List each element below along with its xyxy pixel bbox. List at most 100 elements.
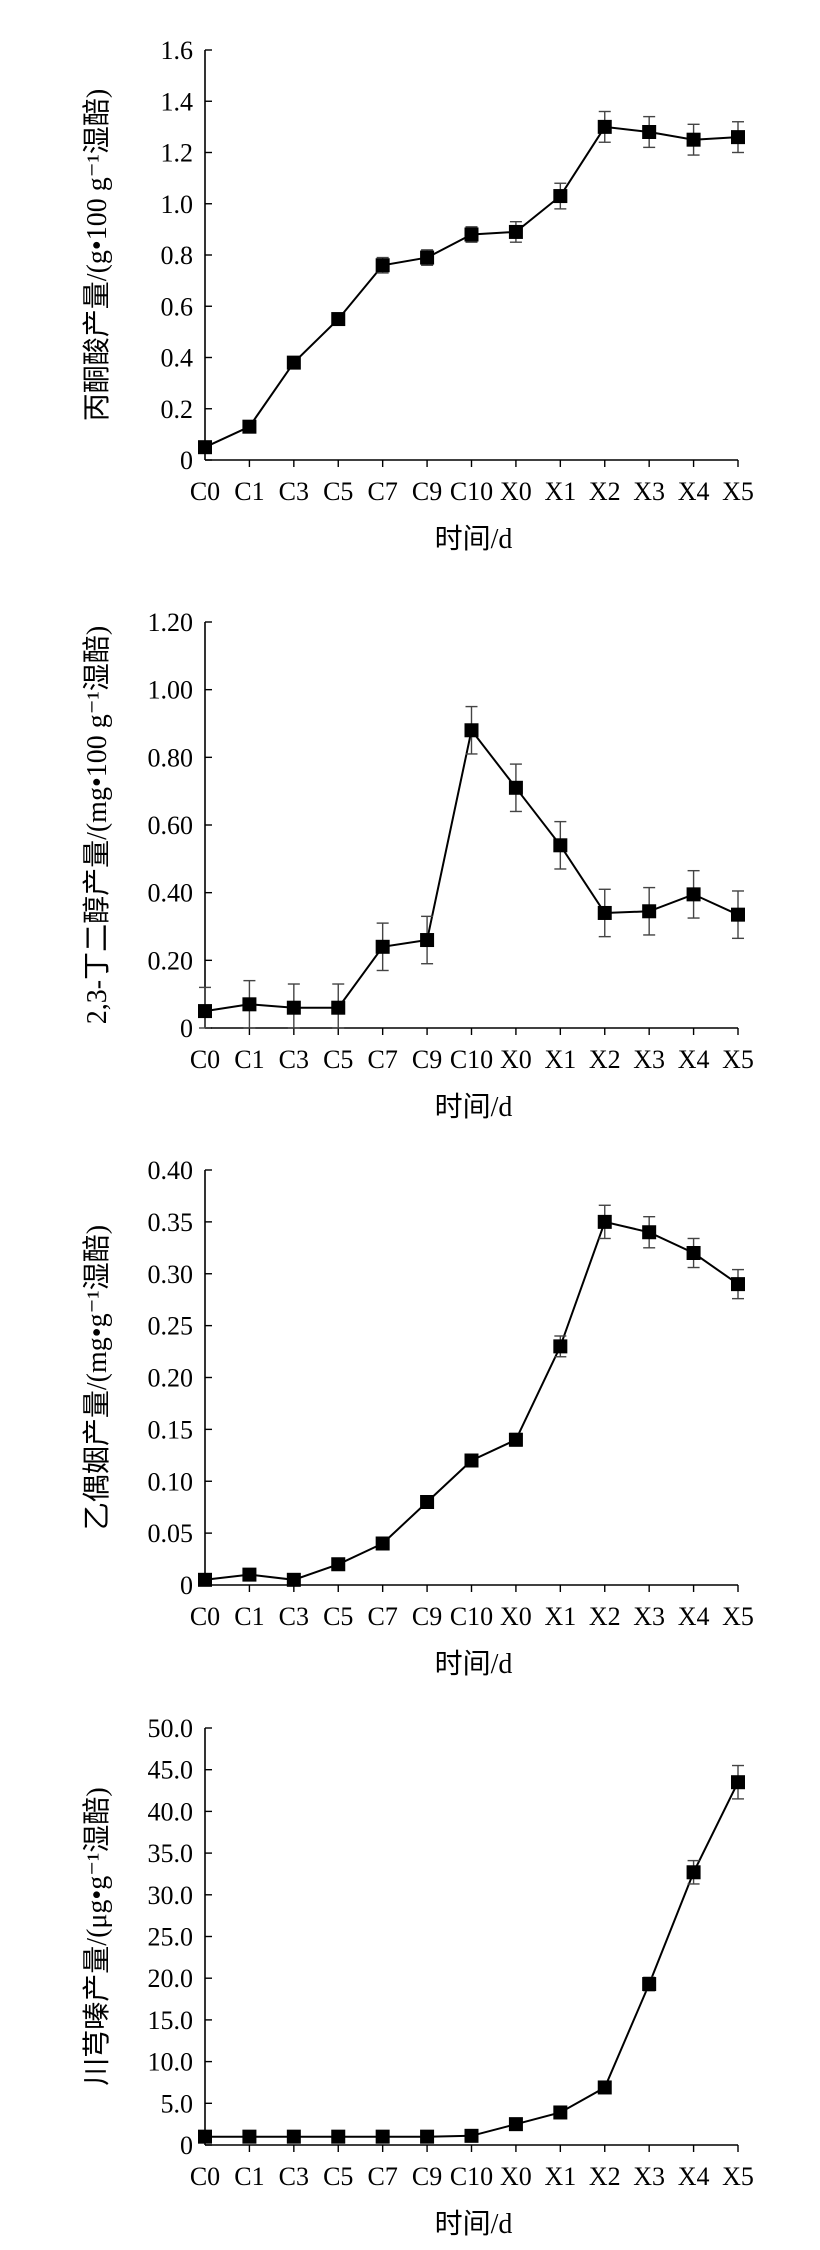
y-tick-label: 0 — [180, 1571, 193, 1600]
y-tick-label: 10.0 — [148, 2048, 194, 2077]
data-point — [508, 1432, 523, 1447]
y-tick-label: 20.0 — [148, 1964, 194, 1993]
series-line — [205, 1781, 739, 2138]
x-tick-label: X2 — [589, 2162, 621, 2191]
data-point — [597, 119, 612, 134]
data-point — [242, 419, 257, 434]
data-point — [464, 2128, 479, 2143]
x-tick-label: X1 — [544, 1045, 576, 1074]
data-point — [508, 780, 523, 795]
y-tick-label: 0.40 — [148, 879, 194, 908]
x-tick-label: C7 — [367, 1045, 397, 1074]
chart-panel-3: 0 0.05 0.10 0.15 0.20 0.25 0.30 0.35 0.40 C0 C1 C3 C… — [81, 1156, 754, 1680]
data-point — [686, 132, 701, 147]
data-point — [731, 130, 745, 145]
y-tick-label: 0.30 — [148, 1260, 194, 1289]
data-point — [642, 1225, 657, 1240]
y-tick-label: 0 — [180, 1014, 193, 1043]
x-tick-label: C0 — [190, 1602, 220, 1631]
x-tick-label: C3 — [279, 2162, 309, 2191]
chart-panel-4: 0 5.0 10.0 15.0 20.0 25.0 30.0 35.0 40.0 45.0 50.0… — [81, 1714, 754, 2240]
y-axis-title: 丙酮酸产量/(g•100 g⁻¹湿醅) — [81, 89, 113, 421]
x-tick-label: X4 — [678, 1602, 710, 1631]
x-tick-label: X3 — [633, 1045, 665, 1074]
data-point — [464, 227, 479, 242]
y-tick-label: 35.0 — [148, 1839, 194, 1868]
y-tick-label: 1.2 — [161, 139, 194, 168]
x-tick-label: C9 — [412, 1602, 442, 1631]
data-point — [375, 258, 390, 273]
chart-panel-1: 0 0.2 0.4 0.6 0.8 1.0 1.2 1.4 1.6 C0 C1 C3 C5 C7 C9 C10… — [81, 36, 754, 555]
x-axis-title: 时间/d — [435, 2208, 513, 2240]
chart-panel-2: 0 0.20 0.40 0.60 0.80 1.00 1.20 C0 C1 C3 C5 C7 C9 C10… — [81, 608, 754, 1123]
x-tick-label: C1 — [234, 1602, 264, 1631]
data-point — [198, 1572, 212, 1587]
y-tick-label: 15.0 — [148, 2006, 194, 2035]
data-point — [508, 224, 523, 239]
y-tick-label: 0.4 — [161, 344, 194, 373]
data-point — [375, 1536, 390, 1551]
x-tick-label: C0 — [190, 477, 220, 506]
x-tick-label: C10 — [450, 477, 493, 506]
x-tick-label: X2 — [589, 477, 621, 506]
y-tick-label: 0.35 — [148, 1208, 194, 1237]
data-point — [198, 1004, 212, 1019]
y-axis-title: 2,3-丁二醇产量/(mg•100 g⁻¹湿醅) — [81, 626, 113, 1025]
data-point — [286, 1000, 301, 1015]
data-point — [420, 250, 435, 265]
data-point — [553, 838, 568, 853]
y-tick-label: 1.00 — [148, 676, 194, 705]
x-tick-label: C5 — [323, 1045, 353, 1074]
x-tick-label: X0 — [500, 1045, 532, 1074]
data-point — [553, 189, 568, 204]
x-tick-label: C5 — [323, 477, 353, 506]
y-tick-label: 45.0 — [148, 1756, 194, 1785]
y-tick-label: 40.0 — [148, 1797, 194, 1826]
series-line — [204, 125, 739, 449]
x-tick-label: X5 — [722, 1602, 754, 1631]
x-tick-label: C0 — [190, 1045, 220, 1074]
x-tick-label: C3 — [279, 1602, 309, 1631]
x-tick-label: C7 — [367, 477, 397, 506]
x-tick-label: X1 — [544, 477, 576, 506]
data-point — [731, 1775, 745, 1790]
data-point — [242, 997, 257, 1012]
data-point — [242, 1567, 257, 1582]
series-line — [204, 1220, 739, 1581]
y-tick-label: 0.15 — [148, 1415, 194, 1444]
x-axis-title: 时间/d — [435, 1091, 513, 1123]
y-tick-label: 1.4 — [161, 87, 194, 116]
x-tick-label: C3 — [279, 477, 309, 506]
x-tick-label: C5 — [323, 1602, 353, 1631]
data-point — [242, 2129, 257, 2144]
x-tick-label: X4 — [678, 2162, 710, 2191]
y-tick-label: 0.80 — [148, 743, 194, 772]
data-point — [286, 355, 301, 370]
x-tick-label: C9 — [412, 1045, 442, 1074]
data-point — [597, 2080, 612, 2095]
data-point — [420, 933, 435, 948]
x-tick-label: C1 — [234, 477, 264, 506]
data-point — [731, 907, 745, 922]
data-point — [420, 1495, 435, 1509]
x-tick-label: X5 — [722, 2162, 754, 2191]
y-tick-label: 50.0 — [148, 1714, 194, 1743]
x-tick-label: C10 — [450, 2162, 493, 2191]
y-tick-label: 1.0 — [161, 190, 194, 219]
y-tick-label: 0.60 — [148, 811, 194, 840]
data-point — [642, 904, 657, 919]
x-tick-label: X2 — [589, 1602, 621, 1631]
data-point — [420, 2129, 435, 2144]
y-tick-label: 25.0 — [148, 1923, 194, 1952]
y-tick-label: 5.0 — [161, 2089, 194, 2118]
data-point — [198, 440, 212, 455]
x-tick-label: X5 — [722, 1045, 754, 1074]
x-tick-label: C5 — [323, 2162, 353, 2191]
y-tick-label: 0.20 — [148, 946, 194, 975]
y-tick-label: 0.40 — [148, 1156, 194, 1185]
data-point — [642, 1977, 657, 1992]
data-point — [331, 1000, 346, 1015]
x-tick-label: C10 — [450, 1602, 493, 1631]
data-point — [597, 905, 612, 920]
y-tick-label: 30.0 — [148, 1881, 194, 1910]
